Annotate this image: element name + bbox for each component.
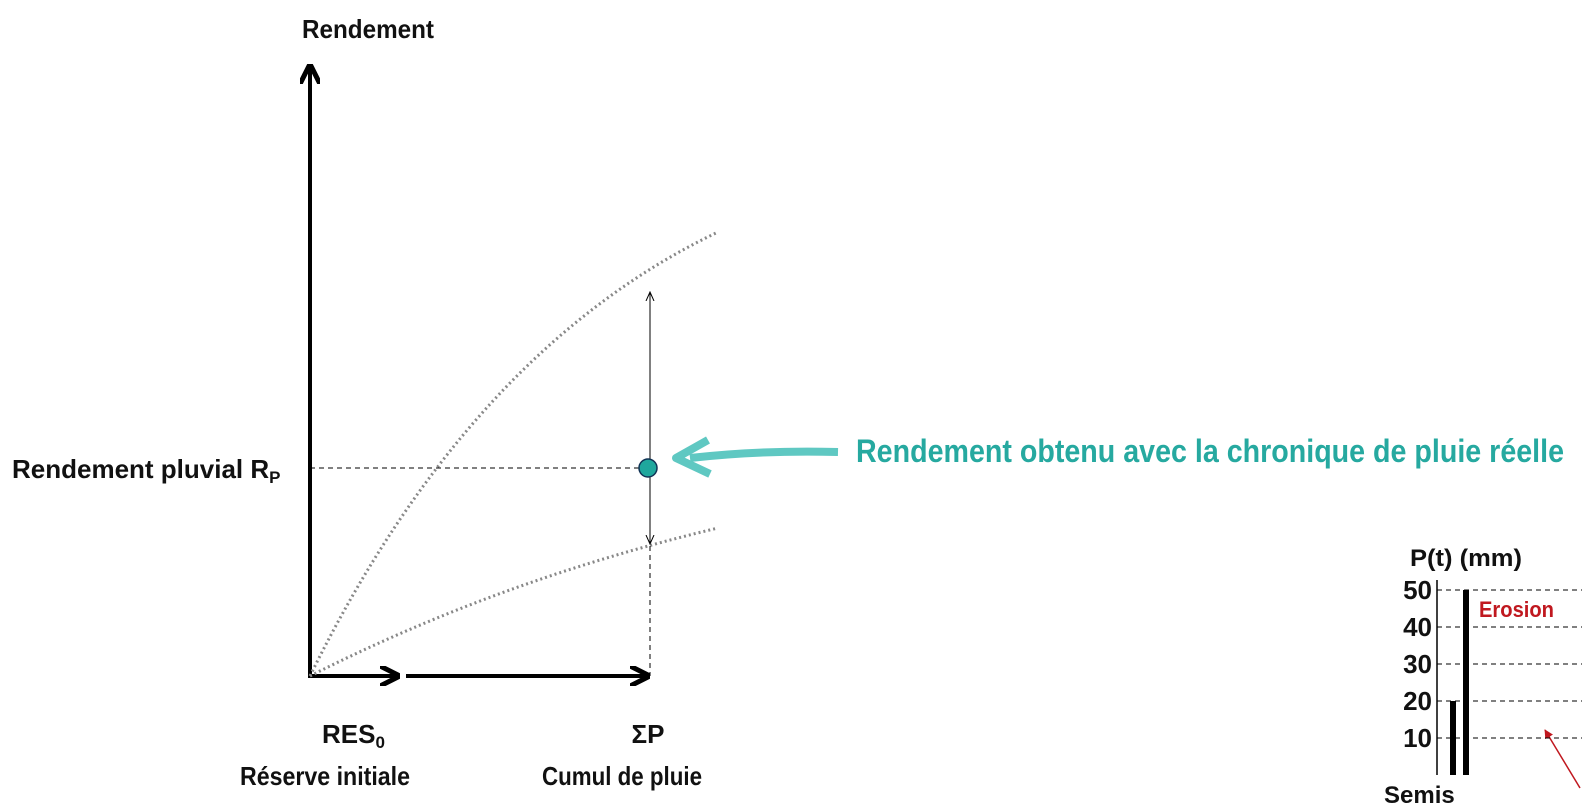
res-main: RES [322, 719, 375, 749]
inset-tick-label: 40 [1403, 612, 1432, 642]
rp-main: Rendement pluvial R [12, 454, 269, 484]
inset-red-arrow [1544, 729, 1581, 789]
sum-label: ΣP [632, 719, 665, 749]
inset-bar [1450, 701, 1456, 775]
main-axes [308, 68, 839, 678]
inset-tick-label: 10 [1403, 723, 1432, 753]
res-label: RES0 [322, 719, 385, 752]
inset-x-label: Semis [1384, 782, 1455, 803]
inset-y-label: P(t) (mm) [1410, 545, 1522, 572]
callout-text: Rendement obtenu avec la chronique de pl… [856, 433, 1564, 469]
sum-caption: Cumul de pluie [542, 761, 702, 791]
rp-sub: P [269, 468, 280, 487]
res-caption: Réserve initiale [240, 761, 410, 791]
callout-arrow-head [672, 436, 712, 478]
inset-chart: P(t) (mm) Erosion Semis 10 20 30 40 50 [1384, 545, 1582, 803]
inset-tick-label: 30 [1403, 649, 1432, 679]
rp-label: Rendement pluvial RP [12, 454, 281, 487]
lower-curve [309, 526, 719, 678]
inset-annotation: Erosion [1479, 597, 1554, 622]
inset-bar [1463, 590, 1469, 775]
res-sub: 0 [375, 733, 384, 752]
inset-tick-label: 50 [1403, 575, 1432, 605]
callout-arrow [689, 447, 839, 462]
upper-curve [308, 230, 719, 677]
inset-tick-label: 20 [1403, 686, 1432, 716]
y-axis-label: Rendement [302, 14, 434, 44]
obtained-point [638, 458, 658, 478]
